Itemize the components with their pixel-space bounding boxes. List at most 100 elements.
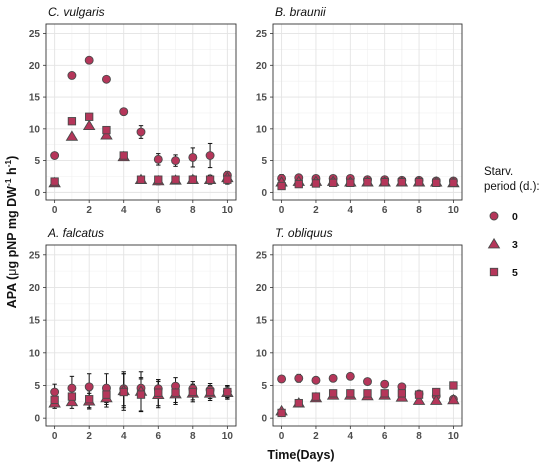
data-point-triangle — [412, 394, 426, 405]
panel-border — [45, 23, 237, 201]
data-point-square — [346, 389, 355, 398]
data-point-square — [136, 390, 146, 399]
legend-label-5: 5 — [512, 267, 518, 279]
y-tick-label: 0 — [34, 188, 40, 199]
data-point-square — [414, 390, 424, 399]
data-point-square — [414, 178, 424, 187]
data-point-triangle — [65, 395, 79, 407]
x-tick-label: 0 — [279, 205, 285, 216]
panel-title-c-vulgaris: C. vulgaris — [48, 5, 105, 19]
x-tick-label: 8 — [416, 431, 422, 442]
y-axis-title-mid: h — [5, 167, 19, 178]
y-tick-label: 20 — [29, 283, 41, 294]
x-tick-label: 6 — [382, 205, 388, 216]
x-tick-label: 4 — [348, 205, 354, 216]
data-point-circle — [102, 74, 111, 84]
y-tick-label: 15 — [256, 93, 268, 104]
y-tick-label: 0 — [34, 414, 40, 425]
x-tick-label: 0 — [52, 431, 58, 442]
y-tick-label: 20 — [256, 61, 268, 72]
y-tick-label: 0 — [261, 414, 267, 425]
x-tick-label: 6 — [155, 431, 161, 442]
data-point-square — [154, 175, 163, 184]
data-point-circle — [188, 152, 198, 162]
data-point-square — [223, 387, 232, 397]
data-point-triangle — [100, 129, 113, 140]
data-point-square — [311, 392, 321, 401]
data-point-square — [449, 381, 458, 390]
x-tick-label: 6 — [382, 431, 388, 442]
panel-border — [272, 244, 463, 427]
data-point-square — [432, 387, 441, 397]
x-tick-label: 6 — [155, 205, 161, 216]
data-point-square — [50, 395, 59, 405]
x-axis-title: Time(Days) — [267, 448, 334, 462]
y-axis-title-prefix: APA ( — [5, 275, 19, 308]
markers-a-falcatus-5 — [50, 387, 232, 405]
data-point-circle — [294, 373, 304, 383]
panel-border — [45, 244, 237, 427]
data-point-circle — [328, 373, 338, 383]
data-point-square — [363, 178, 372, 187]
x-tick-label: 2 — [86, 205, 92, 216]
data-point-square — [380, 178, 389, 187]
data-point-square — [346, 178, 355, 187]
markers-c-vulgaris-5 — [50, 112, 232, 186]
data-point-circle — [50, 151, 60, 160]
y-tick-label: 5 — [34, 156, 40, 167]
legend-key-square — [489, 267, 499, 277]
data-point-square — [119, 151, 128, 160]
y-tick-label: 25 — [256, 250, 268, 261]
panel-title-b-braunii: B. braunii — [275, 5, 326, 19]
y-axis-title-mu: μ — [5, 268, 19, 275]
y-axis-title-exp2: -1 — [3, 160, 13, 168]
y-tick-label: 0 — [261, 188, 267, 199]
panel-title-a-falcatus: A. falcatus — [47, 226, 104, 240]
data-point-square — [397, 389, 407, 398]
data-point-square — [188, 175, 197, 184]
data-point-square — [154, 388, 163, 397]
legend-label-3: 3 — [512, 239, 518, 251]
y-tick-label: 5 — [34, 381, 40, 392]
markers-t-obliquus-5 — [277, 381, 458, 418]
y-axis-title-exp1: -1 — [3, 178, 13, 186]
legend-key-triangle — [487, 237, 501, 249]
data-point-circle — [119, 107, 129, 117]
data-point-circle — [136, 127, 146, 137]
data-point-circle — [50, 387, 60, 397]
y-tick-label: 10 — [29, 124, 41, 135]
y-tick-label: 5 — [261, 156, 267, 167]
data-point-triangle — [447, 393, 460, 405]
data-point-circle — [84, 382, 94, 392]
x-tick-label: 8 — [416, 205, 422, 216]
data-point-triangle — [65, 130, 79, 141]
data-point-square — [102, 390, 111, 399]
x-tick-label: 10 — [448, 205, 460, 216]
data-point-circle — [363, 377, 372, 387]
x-tick-label: 8 — [190, 431, 196, 442]
data-point-triangle — [82, 119, 96, 131]
y-axis-title-suffix: ) — [5, 156, 19, 160]
panel-a-falcatus: 0 2 4 6 8 10 0 5 10 15 20 25 A. falcatus — [29, 226, 237, 442]
data-point-square — [188, 387, 197, 397]
y-tick-label: 15 — [29, 93, 41, 104]
y-tick-label: 15 — [29, 316, 41, 327]
y-tick-label: 5 — [261, 381, 267, 392]
data-point-square — [328, 389, 338, 398]
data-point-square — [311, 179, 321, 188]
legend-key-circle — [489, 211, 499, 221]
data-point-square — [67, 117, 77, 126]
data-point-circle — [380, 379, 390, 389]
x-tick-label: 10 — [222, 431, 234, 442]
legend-title-line1: Starv. — [484, 166, 513, 178]
panel-c-vulgaris: 0 2 4 6 8 10 0 5 10 15 20 25 C. vulgaris — [29, 5, 237, 216]
data-point-square — [136, 175, 146, 184]
panel-border — [272, 23, 463, 201]
data-point-square — [50, 177, 59, 186]
data-point-square — [294, 179, 303, 189]
y-tick-label: 10 — [256, 348, 268, 359]
y-tick-label: 20 — [29, 61, 41, 72]
data-point-circle — [153, 154, 163, 164]
y-axis-title-main: g pNP mg DW — [5, 186, 19, 269]
